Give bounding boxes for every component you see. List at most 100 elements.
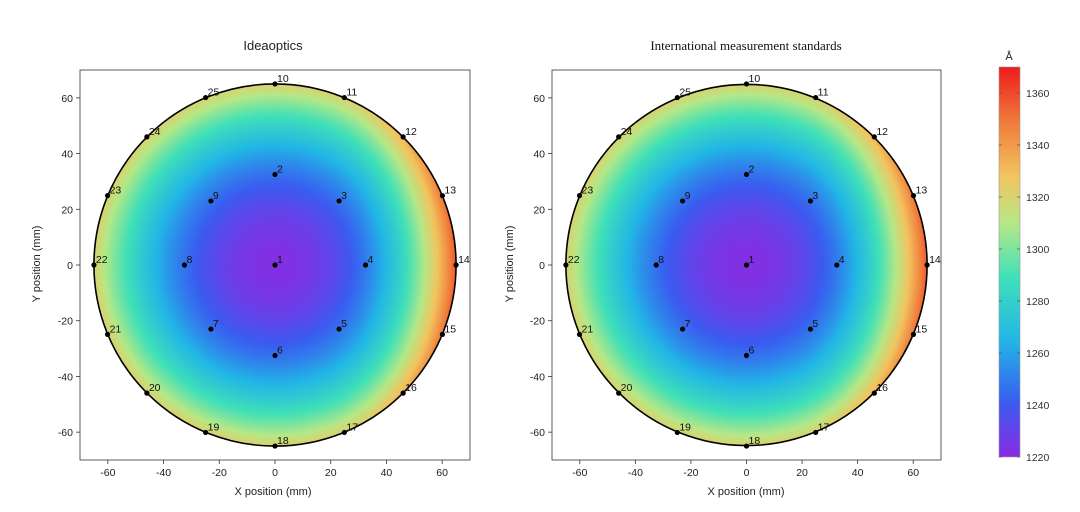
measurement-point-label: 15 — [915, 323, 927, 335]
y-tick-label: -40 — [58, 371, 73, 383]
x-tick-label: 40 — [381, 467, 393, 479]
measurement-point — [871, 390, 877, 396]
measurement-point — [674, 94, 680, 101]
measurement-point — [563, 262, 569, 268]
y-tick-label: 40 — [533, 149, 545, 161]
measurement-point — [616, 390, 622, 396]
measurement-point — [679, 326, 686, 332]
measurement-point — [272, 171, 278, 178]
x-tick-label: 0 — [744, 467, 750, 479]
measurement-point-label: 14 — [458, 254, 470, 266]
x-tick-label: -60 — [572, 467, 587, 479]
measurement-point — [813, 94, 819, 101]
y-tick-label: -60 — [530, 427, 545, 439]
y-tick-label: -20 — [58, 316, 73, 328]
measurement-point-label: 6 — [749, 345, 755, 357]
measurement-point — [576, 193, 583, 199]
y-tick-label: 20 — [533, 204, 545, 216]
panel-title: Ideaoptics — [243, 38, 303, 53]
measurement-point-label: 4 — [368, 254, 374, 266]
measurement-point-label: 16 — [405, 382, 417, 394]
y-tick-label: 40 — [61, 149, 73, 161]
measurement-point — [91, 262, 97, 268]
colorbar-gradient — [998, 66, 1021, 458]
measurement-point-label: 7 — [213, 318, 219, 330]
measurement-point-label: 17 — [346, 421, 358, 433]
measurement-point — [400, 390, 406, 396]
measurement-point — [272, 81, 278, 87]
measurement-point-label: 4 — [839, 254, 845, 266]
x-tick-label: 40 — [852, 467, 864, 479]
measurement-point — [341, 429, 347, 436]
measurement-point — [743, 352, 750, 359]
measurement-point-label: 10 — [749, 73, 761, 85]
measurement-point-label: 3 — [812, 190, 818, 202]
measurement-point-label: 8 — [658, 254, 664, 266]
measurement-point-label: 22 — [96, 254, 108, 266]
measurement-point — [576, 331, 583, 337]
measurement-point — [439, 331, 446, 337]
measurement-point-label: 19 — [208, 421, 220, 433]
colorbar-unit: Å — [1005, 50, 1013, 63]
colorbar: Å 1220 1240 1260 1280 1300 1320 1340 1360 — [998, 50, 1050, 464]
measurement-point-label: 5 — [341, 318, 347, 330]
x-tick-label: 60 — [436, 467, 448, 479]
measurement-point-label: 24 — [621, 126, 633, 138]
measurement-point-label: 1 — [749, 254, 755, 266]
measurement-point-label: 11 — [346, 87, 357, 99]
y-tick-label: -20 — [530, 316, 545, 328]
measurement-point-label: 25 — [208, 87, 220, 99]
measurement-point — [743, 81, 750, 87]
x-tick-label: -20 — [683, 467, 698, 479]
x-tick-label: -20 — [212, 467, 227, 479]
measurement-point-label: 1 — [277, 254, 283, 266]
measurement-point — [362, 262, 369, 268]
y-tick-label: 60 — [533, 93, 545, 105]
measurement-point-label: 23 — [582, 185, 594, 197]
measurement-point — [208, 326, 214, 332]
colorbar-tick-label: 1260 — [1026, 348, 1050, 360]
measurement-point-label: 21 — [582, 323, 594, 335]
measurement-point — [336, 198, 342, 204]
measurement-point-label: 20 — [149, 382, 161, 394]
x-tick-label: -60 — [100, 467, 115, 479]
measurement-point — [834, 262, 840, 268]
measurement-point-label: 25 — [679, 87, 691, 99]
measurement-point-label: 18 — [277, 435, 289, 447]
x-tick-label: 20 — [796, 467, 808, 479]
measurement-point — [910, 193, 917, 199]
measurement-point — [453, 262, 459, 268]
y-axis-label: Y position (mm) — [504, 226, 516, 303]
y-tick-label: -40 — [530, 371, 545, 383]
measurement-point-label: 9 — [213, 190, 219, 202]
y-tick-label: -60 — [58, 427, 73, 439]
measurement-point-label: 19 — [679, 421, 691, 433]
measurement-point — [144, 134, 150, 140]
x-axis-label: X position (mm) — [707, 486, 784, 498]
colorbar-tick-label: 1320 — [1026, 192, 1050, 204]
measurement-point — [743, 171, 750, 178]
x-tick-label: 0 — [272, 467, 278, 479]
y-tick-label: 20 — [61, 204, 73, 216]
colorbar-tick-label: 1220 — [1026, 452, 1050, 464]
colorbar-tick-label: 1280 — [1026, 296, 1050, 308]
measurement-point-label: 16 — [876, 382, 888, 394]
measurement-point — [272, 262, 278, 268]
measurement-point-label: 17 — [818, 421, 830, 433]
colorbar-tick-label: 1360 — [1026, 88, 1050, 100]
x-tick-label: 60 — [907, 467, 919, 479]
measurement-point-label: 7 — [685, 318, 691, 330]
measurement-point-label: 9 — [685, 190, 691, 202]
measurement-point — [181, 262, 188, 268]
measurement-point — [813, 429, 819, 436]
measurement-point — [871, 134, 877, 140]
x-tick-label: -40 — [156, 467, 171, 479]
measurement-point — [674, 429, 680, 436]
measurement-point-label: 12 — [876, 126, 888, 138]
measurement-point-label: 12 — [405, 126, 417, 138]
measurement-point — [272, 352, 278, 359]
measurement-point-label: 6 — [277, 345, 283, 357]
y-axis-label: Y position (mm) — [31, 226, 43, 303]
measurement-point — [743, 443, 750, 449]
